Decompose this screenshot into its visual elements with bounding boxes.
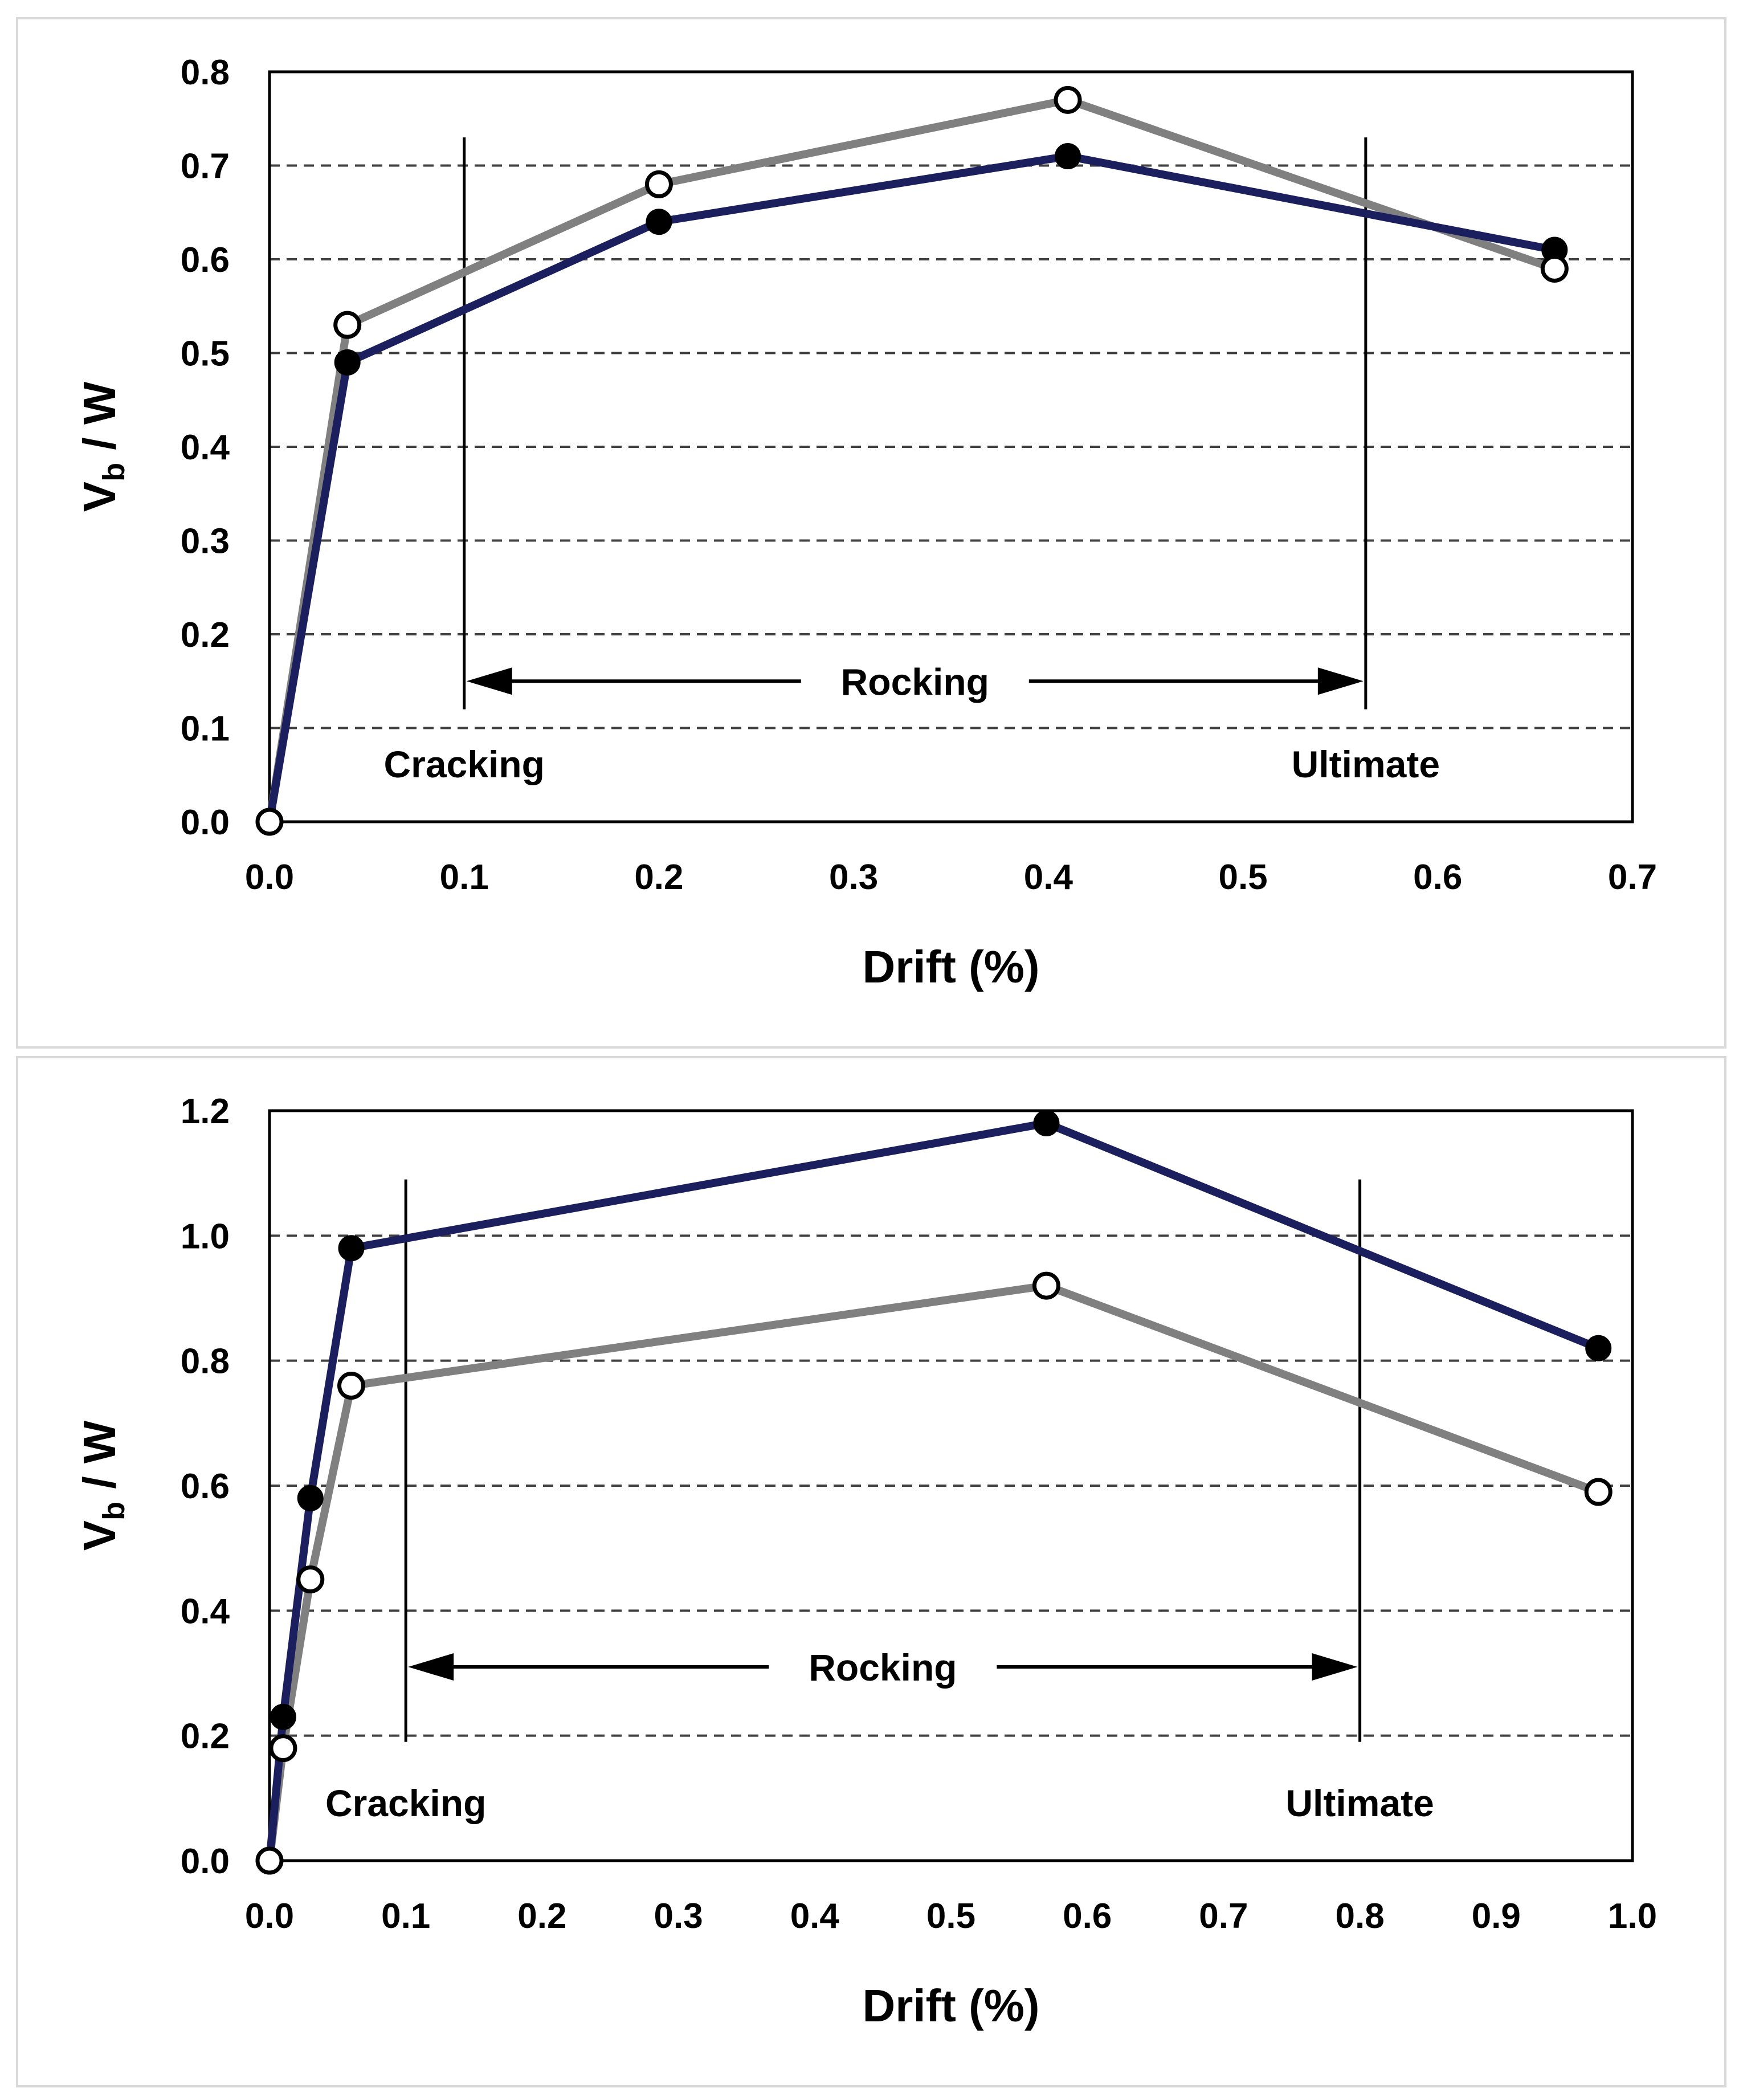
chart1-y-tick-label: 0.3 (181, 522, 230, 561)
chart2-x-tick-label: 0.7 (1199, 1897, 1248, 1936)
chart2-y-tick-label: 1.0 (181, 1217, 230, 1256)
chart1-x-tick-label: 0.0 (245, 858, 294, 897)
chart1-marker-open-markers (644, 170, 673, 198)
chart1-marker-solid-markers (1055, 143, 1081, 170)
chart1-marker-open-markers (255, 808, 284, 836)
chart1-y-tick-label: 0.7 (181, 147, 230, 186)
chart2-x-tick-label: 0.8 (1335, 1897, 1384, 1936)
chart2-rocking-label: Rocking (809, 1646, 957, 1689)
chart1-x-tick-label: 0.3 (829, 858, 878, 897)
chart2-y-axis-title: Vb / W (74, 1420, 131, 1551)
chart2-series-line-open-markers (266, 1282, 1600, 1861)
chart1-x-tick-label: 0.4 (1024, 858, 1073, 897)
chart1-y-tick-label: 0.1 (181, 709, 230, 749)
chart1-rocking-arrow-left-head (466, 667, 512, 695)
chart1-series-line-solid-markers (266, 152, 1556, 823)
chart2-rocking-arrow-right-head (1312, 1653, 1358, 1681)
chart2-ultimate-label: Ultimate (1285, 1782, 1434, 1824)
chart1-marker-solid-markers (334, 349, 361, 376)
chart-panel-bottom: 0.0 0.2 0.4 0.6 0.8 1.0 1.2 0.0 0.1 0.2 0.3 0.4 0.5 0… (16, 1056, 1726, 2087)
chart1-x-tick-label: 0.6 (1413, 858, 1462, 897)
chart2-marker-open-markers (1032, 1271, 1060, 1300)
chart2-y-tick-label: 1.2 (181, 1092, 230, 1131)
chart2-marker-solid-markers (270, 1703, 296, 1730)
chart1-x-tick-label: 0.2 (634, 858, 683, 897)
chart1-x-tick-label: 0.5 (1218, 858, 1267, 897)
chart2-x-tick-label: 0.0 (245, 1897, 294, 1936)
chart1-series-line-open-markers (266, 96, 1556, 823)
chart2-marker-open-markers (1584, 1478, 1613, 1506)
chart1-marker-open-markers (1054, 85, 1082, 114)
chart2-y-tick-label: 0.8 (181, 1342, 230, 1381)
chart1-marker-open-markers (333, 311, 362, 339)
chart1-x-tick-label: 0.1 (440, 858, 489, 897)
chart2-cracking-label: Cracking (325, 1782, 486, 1824)
chart1-y-tick-label: 0.8 (181, 53, 230, 92)
chart2-x-tick-label: 0.3 (654, 1897, 703, 1936)
chart2-marker-open-markers (296, 1565, 325, 1593)
chart2-y-tick-label: 0.6 (181, 1467, 230, 1506)
chart2-marker-open-markers (337, 1372, 366, 1400)
chart2-marker-open-markers (269, 1734, 297, 1763)
chart2-x-tick-label: 0.6 (1063, 1897, 1112, 1936)
chart2-x-tick-label: 0.2 (517, 1897, 566, 1936)
chart2-plot-frame (268, 1109, 1634, 1862)
chart1-y-tick-label: 0.0 (181, 803, 230, 842)
chart2-x-tick-label: 0.4 (790, 1897, 840, 1936)
chart2-x-tick-label: 1.0 (1608, 1897, 1657, 1936)
chart2-rocking-arrow-left-head (408, 1653, 454, 1681)
chart2-x-tick-label: 0.5 (926, 1897, 975, 1936)
chart1-x-axis-title: Drift (%) (862, 941, 1039, 992)
chart1-y-tick-label: 0.4 (181, 428, 230, 467)
chart2-x-axis-title: Drift (%) (862, 1980, 1039, 2031)
chart-panel-top: 0.0 0.1 0.2 0.3 0.4 0.5 0.6 0.7 0.8 0.0 0.1 0.2 0.3 0… (16, 17, 1726, 1049)
chart2-y-tick-label: 0.0 (181, 1842, 230, 1881)
chart2-y-tick-label: 0.4 (181, 1592, 230, 1631)
chart2-series-line-solid-markers (266, 1119, 1600, 1861)
chart1-y-tick-label: 0.6 (181, 240, 230, 280)
drift-chart-top: 0.0 0.1 0.2 0.3 0.4 0.5 0.6 0.7 0.8 0.0 0.1 0.2 0.3 0… (74, 53, 1657, 992)
chart2-marker-solid-markers (1585, 1335, 1612, 1361)
chart1-x-tick-label: 0.7 (1608, 858, 1657, 897)
chart1-cracking-label: Cracking (383, 743, 544, 785)
chart1-y-tick-label: 0.2 (181, 615, 230, 655)
chart2-x-tick-label: 0.9 (1472, 1897, 1521, 1936)
chart1-rocking-label: Rocking (841, 660, 989, 703)
chart2-marker-solid-markers (297, 1485, 324, 1511)
chart1-marker-solid-markers (646, 209, 672, 235)
chart2-marker-open-markers (255, 1846, 284, 1875)
chart2-marker-solid-markers (338, 1235, 365, 1262)
chart1-rocking-arrow-right-head (1317, 667, 1364, 695)
chart1-marker-open-markers (1540, 254, 1569, 283)
chart2-y-tick-label: 0.2 (181, 1717, 230, 1756)
chart1-y-tick-label: 0.5 (181, 335, 230, 374)
chart1-y-axis-title: Vb / W (74, 381, 131, 512)
chart1-ultimate-label: Ultimate (1292, 743, 1440, 785)
drift-chart-bottom: 0.0 0.2 0.4 0.6 0.8 1.0 1.2 0.0 0.1 0.2 0.3 0.4 0.5 0… (74, 1092, 1657, 2031)
chart2-marker-solid-markers (1033, 1110, 1060, 1136)
chart1-plot-frame (268, 70, 1634, 823)
chart2-x-tick-label: 0.1 (381, 1897, 430, 1936)
